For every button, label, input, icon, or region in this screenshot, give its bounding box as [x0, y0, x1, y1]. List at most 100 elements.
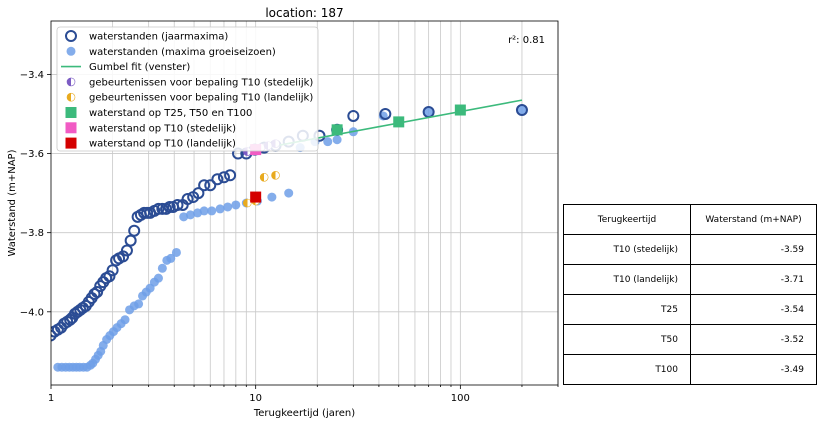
- x-tick-label: 1: [48, 393, 54, 404]
- groeiseizoen-point: [223, 202, 233, 212]
- jaarmaxima-point: [347, 109, 360, 122]
- table-cell-period: T10 (stedelijk): [563, 234, 691, 265]
- legend-item: waterstanden (jaarmaxima): [65, 30, 228, 43]
- legend-item: waterstand op T10 (landelijk): [65, 137, 236, 150]
- groeiseizoen-point: [185, 210, 195, 220]
- groeiseizoen-point: [153, 273, 163, 283]
- return-level-marker: [454, 104, 466, 116]
- jaarmaxima-point: [106, 264, 119, 277]
- groeiseizoen-point: [215, 204, 225, 214]
- legend-label: Gumbel fit (venster): [89, 62, 190, 73]
- groeiseizoen-point: [120, 315, 130, 325]
- jaarmaxima-point: [163, 200, 176, 213]
- table-cell-level: -3.71: [690, 264, 817, 295]
- table-row: T25 -3.54: [563, 294, 817, 325]
- legend: waterstanden (jaarmaxima) waterstanden (m…: [56, 26, 319, 152]
- legend-item: Gumbel fit (venster): [61, 62, 190, 73]
- return-level-marker: [393, 116, 405, 128]
- y-tick-label: −4.0: [20, 307, 44, 318]
- table-cell-period: T10 (landelijk): [563, 264, 691, 295]
- plot-data: [51, 99, 528, 372]
- legend-label: gebeurtenissen voor bepaling T10 (stedel…: [89, 77, 313, 88]
- legend-box: [56, 26, 319, 152]
- y-tick-label: −3.4: [20, 70, 44, 81]
- jaarmaxima-point: [204, 179, 217, 192]
- table-row: T100 -3.49: [563, 354, 817, 385]
- x-axis: 1 10 100: [48, 385, 559, 404]
- jaarmaxima-point: [91, 286, 104, 299]
- groeiseizoen-point: [166, 253, 176, 263]
- legend-half-circle-marker: [66, 92, 76, 102]
- groeiseizoen-point: [284, 188, 294, 198]
- jaarmaxima-point: [124, 234, 137, 247]
- return-level-table: Terugkeertijd Waterstand (m+NAP) T10 (st…: [563, 204, 817, 385]
- groeiseizoen-point: [199, 206, 209, 216]
- table-cell-period: T50: [563, 324, 691, 355]
- jaarmaxima-point: [117, 250, 130, 263]
- table-header-terugkeertijd: Terugkeertijd: [563, 204, 691, 235]
- jaarmaxima-point: [515, 104, 528, 117]
- jaarmaxima-point: [211, 173, 224, 186]
- jaarmaxima-point: [152, 202, 165, 215]
- table-cell-level: -3.54: [690, 294, 817, 325]
- landelijk-event-point: [259, 172, 269, 182]
- y-tick-label: −3.6: [20, 149, 44, 160]
- groeiseizoen-point: [231, 200, 241, 210]
- y-tick-label: −3.8: [20, 228, 44, 239]
- legend-square-marker: [65, 107, 77, 118]
- legend-circle-marker: [66, 46, 76, 56]
- table-row: T10 (landelijk) -3.71: [563, 264, 817, 295]
- groeiseizoen-point: [323, 137, 333, 147]
- legend-item: gebeurtenissen voor bepaling T10 (stedel…: [66, 77, 313, 88]
- legend-item: waterstand op T10 (stedelijk): [65, 122, 236, 134]
- table-cell-level: -3.52: [690, 324, 817, 355]
- groeiseizoen-point: [134, 299, 144, 309]
- legend-label: gebeurtenissen voor bepaling T10 (landel…: [89, 93, 313, 104]
- return-level-marker: [250, 191, 262, 203]
- table-cell-period: T25: [563, 294, 691, 325]
- x-tick-label: 100: [451, 393, 470, 404]
- y-axis-label: Waterstand (m+NAP): [7, 149, 18, 256]
- jaarmaxima-point: [217, 171, 230, 184]
- legend-label: waterstand op T10 (landelijk): [89, 139, 236, 150]
- legend-item: waterstand op T25, T50 en T100: [65, 107, 252, 119]
- legend-square-marker: [65, 122, 77, 134]
- jaarmaxima-point: [120, 244, 133, 257]
- jaarmaxima-point: [224, 169, 237, 182]
- x-tick-label: 10: [249, 393, 262, 404]
- jaarmaxima-point: [88, 288, 101, 300]
- landelijk-event-point: [242, 198, 252, 208]
- groeiseizoen-point: [267, 192, 277, 202]
- y-axis: −3.4 −3.6 −3.8 −4.0: [20, 70, 51, 318]
- x-axis-label: Terugkeertijd (jaren): [253, 408, 355, 419]
- groeiseizoen-point: [207, 206, 217, 216]
- jaarmaxima-point: [103, 270, 116, 283]
- jaarmaxima-point: [379, 107, 392, 120]
- groeiseizoen-point: [171, 247, 181, 257]
- table-cell-level: -3.49: [690, 354, 817, 385]
- return-level-marker: [331, 124, 343, 136]
- legend-label: waterstand op T10 (stedelijk): [89, 123, 236, 134]
- plot-frame: [50, 20, 559, 386]
- jaarmaxima-point: [171, 198, 184, 211]
- table-cell-period: T100: [563, 354, 691, 385]
- groeiseizoen-point: [332, 135, 342, 145]
- legend-label: waterstanden (jaarmaxima): [89, 32, 228, 43]
- table-row: T10 (stedelijk) -3.59: [563, 234, 817, 265]
- r2-annotation: r²: 0.81: [508, 35, 545, 46]
- legend-half-circle-marker: [66, 77, 76, 87]
- legend-square-marker: [65, 137, 77, 149]
- jaarmaxima-point: [192, 187, 205, 200]
- legend-label: waterstanden (maxima groeiseizoen): [89, 47, 276, 58]
- table-header-waterstand: Waterstand (m+NAP): [690, 204, 817, 235]
- groeiseizoen-point: [517, 105, 527, 115]
- legend-item: gebeurtenissen voor bepaling T10 (landel…: [66, 92, 313, 104]
- legend-label: waterstand op T25, T50 en T100: [89, 108, 252, 119]
- jaarmaxima-point: [128, 224, 141, 237]
- landelijk-event-point: [271, 171, 280, 180]
- jaarmaxima-point: [156, 202, 169, 215]
- table-row: T50 -3.52: [563, 324, 817, 355]
- groeiseizoen-point: [157, 263, 167, 273]
- legend-item: waterstanden (maxima groeiseizoen): [66, 46, 276, 58]
